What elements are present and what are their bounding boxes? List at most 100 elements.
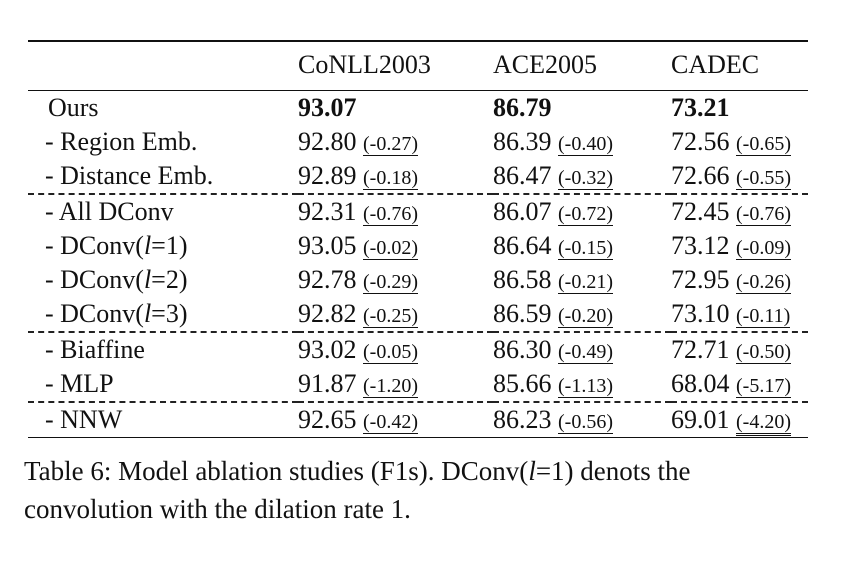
- ace2005-value: 86.07: [493, 197, 552, 226]
- cadec-delta: (-0.76): [736, 203, 791, 226]
- row-label: - All DConv: [28, 193, 298, 229]
- ours-cadec-value: 73.21: [671, 93, 730, 122]
- conll2003-cell: 92.78 (-0.29): [298, 263, 493, 297]
- cadec-delta: (-5.17): [736, 375, 791, 398]
- ace2005-delta: (-0.15): [558, 237, 613, 260]
- conll2003-cell: 92.82 (-0.25): [298, 297, 493, 332]
- row-label: - DConv(l=2): [45, 265, 188, 294]
- conll2003-value: 92.82: [298, 299, 357, 328]
- ace2005-delta: (-0.49): [558, 341, 613, 364]
- table-row: - DConv(l=2) 92.78 (-0.29) 86.58 (-0.21) 72…: [28, 263, 808, 297]
- row-label: - DConv(l=3): [45, 299, 188, 328]
- conll2003-delta: (-0.42): [363, 411, 418, 434]
- conll2003-value: 92.89: [298, 161, 357, 190]
- ours-row: Ours 93.07 86.79 73.21: [28, 90, 808, 126]
- ace2005-cell: 86.58 (-0.21): [493, 263, 671, 297]
- conll2003-value: 92.78: [298, 265, 357, 294]
- cadec-value: 73.12: [671, 231, 730, 260]
- ours-ace2005-value: 86.79: [493, 93, 552, 122]
- cadec-value: 73.10: [671, 299, 730, 328]
- cadec-value: 72.95: [671, 265, 730, 294]
- cadec-value: 72.71: [671, 335, 730, 364]
- ours-conll2003-value: 93.07: [298, 93, 357, 122]
- conll2003-cell: 91.87 (-1.20): [298, 367, 493, 402]
- ace2005-value: 86.30: [493, 335, 552, 364]
- header-row: CoNLL2003 ACE2005 CADEC: [28, 41, 808, 91]
- cadec-value: 72.66: [671, 161, 730, 190]
- conll2003-value: 92.80: [298, 127, 357, 156]
- cadec-delta: (-0.09): [736, 237, 791, 260]
- ablation-table: CoNLL2003 ACE2005 CADEC Ours 93.07 86.79…: [28, 40, 808, 438]
- conll2003-value: 92.31: [298, 197, 357, 226]
- conll2003-cell: 92.31 (-0.76): [298, 193, 493, 229]
- ace2005-cell: 86.39 (-0.40): [493, 125, 671, 159]
- ace2005-cell: 86.30 (-0.49): [493, 331, 671, 367]
- ace2005-value: 86.47: [493, 161, 552, 190]
- ace2005-cell: 86.59 (-0.20): [493, 297, 671, 332]
- cadec-cell: 68.04 (-5.17): [671, 367, 808, 402]
- conll2003-delta: (-0.18): [363, 167, 418, 190]
- table-row: - All DConv 92.31 (-0.76) 86.07 (-0.72) 72.…: [28, 193, 808, 229]
- conll2003-delta: (-1.20): [363, 375, 418, 398]
- conll2003-delta: (-0.02): [363, 237, 418, 260]
- ace2005-delta: (-0.32): [558, 167, 613, 190]
- cadec-cell: 72.66 (-0.55): [671, 159, 808, 194]
- table-row: - Biaffine 93.02 (-0.05) 86.30 (-0.49) 72.7…: [28, 331, 808, 367]
- conll2003-delta: (-0.27): [363, 133, 418, 156]
- cadec-value: 72.45: [671, 197, 730, 226]
- table-row: - Distance Emb. 92.89 (-0.18) 86.47 (-0.32…: [28, 159, 808, 194]
- cadec-cell: 72.45 (-0.76): [671, 193, 808, 229]
- conll2003-delta: (-0.25): [363, 305, 418, 328]
- row-label: - MLP: [45, 369, 114, 398]
- conll2003-delta: (-0.76): [363, 203, 418, 226]
- ace2005-value: 86.58: [493, 265, 552, 294]
- conll2003-value: 91.87: [298, 369, 357, 398]
- ace2005-value: 86.64: [493, 231, 552, 260]
- table-body: Ours 93.07 86.79 73.21 - Region Emb. 92.8…: [28, 90, 808, 438]
- table-row: - DConv(l=3) 92.82 (-0.25) 86.59 (-0.20) 73…: [28, 297, 808, 332]
- ace2005-delta: (-0.40): [558, 133, 613, 156]
- cadec-value: 69.01: [671, 405, 730, 434]
- ace2005-cell: 85.66 (-1.13): [493, 367, 671, 402]
- cadec-cell: 73.12 (-0.09): [671, 229, 808, 263]
- row-label-ours: Ours: [48, 93, 99, 122]
- row-label: - Region Emb.: [45, 127, 198, 156]
- cadec-cell: 72.71 (-0.50): [671, 331, 808, 367]
- header-ace2005: ACE2005: [493, 50, 597, 79]
- row-label: - Biaffine: [28, 331, 298, 367]
- conll2003-value: 93.05: [298, 231, 357, 260]
- ace2005-delta: (-0.20): [558, 305, 613, 328]
- cadec-value: 68.04: [671, 369, 730, 398]
- cadec-delta: (-0.26): [736, 271, 791, 294]
- row-label: - DConv(l=1): [45, 231, 188, 260]
- header-cadec: CADEC: [671, 50, 760, 79]
- cadec-delta: (-0.50): [736, 341, 791, 364]
- table-row: - NNW 92.65 (-0.42) 86.23 (-0.56) 69.01 (-4…: [28, 401, 808, 438]
- cadec-cell: 69.01 (-4.20): [671, 401, 808, 438]
- ace2005-cell: 86.23 (-0.56): [493, 401, 671, 438]
- cadec-value: 72.56: [671, 127, 730, 156]
- ace2005-delta: (-1.13): [558, 375, 613, 398]
- header-empty: [28, 41, 298, 91]
- conll2003-cell: 93.05 (-0.02): [298, 229, 493, 263]
- table-row: - Region Emb. 92.80 (-0.27) 86.39 (-0.40) 7…: [28, 125, 808, 159]
- table-row: - MLP 91.87 (-1.20) 85.66 (-1.13) 68.04 (-5…: [28, 367, 808, 402]
- conll2003-value: 92.65: [298, 405, 357, 434]
- ace2005-delta: (-0.21): [558, 271, 613, 294]
- ace2005-value: 86.39: [493, 127, 552, 156]
- conll2003-cell: 92.89 (-0.18): [298, 159, 493, 194]
- ace2005-cell: 86.07 (-0.72): [493, 193, 671, 229]
- ace2005-value: 85.66: [493, 369, 552, 398]
- cadec-delta: (-0.65): [736, 133, 791, 156]
- cadec-delta: (-0.55): [736, 167, 791, 190]
- cadec-cell: 72.56 (-0.65): [671, 125, 808, 159]
- cadec-cell: 73.10 (-0.11): [671, 297, 808, 332]
- conll2003-delta: (-0.05): [363, 341, 418, 364]
- conll2003-cell: 93.02 (-0.05): [298, 331, 493, 367]
- cadec-delta: (-4.20): [736, 412, 791, 436]
- conll2003-delta: (-0.29): [363, 271, 418, 294]
- cadec-delta: (-0.11): [736, 305, 791, 328]
- table-caption: Table 6: Model ablation studies (F1s). D…: [24, 456, 691, 524]
- ace2005-value: 86.59: [493, 299, 552, 328]
- ace2005-cell: 86.47 (-0.32): [493, 159, 671, 194]
